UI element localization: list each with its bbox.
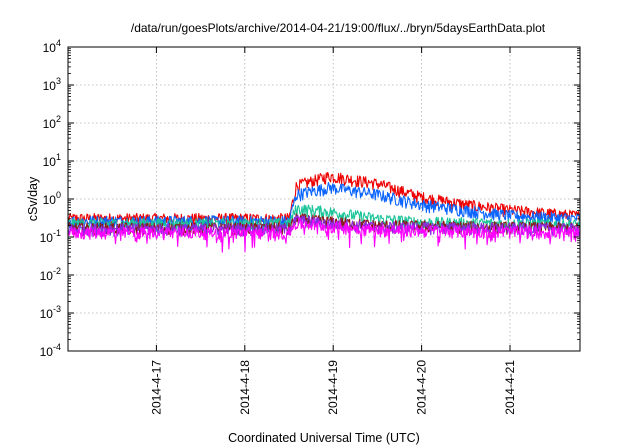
y-axis: 104 103 102 101 100 10-1 10-2 10-3 10-4 <box>40 38 580 359</box>
y-tick-label: 102 <box>43 114 61 131</box>
series-line-5 <box>67 214 581 237</box>
y-axis-label: cSv/day <box>26 176 40 221</box>
y-tick-label: 10-2 <box>40 266 61 283</box>
grid <box>68 46 580 352</box>
x-tick-label: 2014-4-21 <box>503 360 517 415</box>
y-tick-label: 103 <box>43 76 61 93</box>
x-tick-label: 2014-4-19 <box>326 360 340 415</box>
chart-title: /data/run/goesPlots/archive/2014-04-21/1… <box>131 21 546 35</box>
x-axis-label: Coordinated Universal Time (UTC) <box>228 431 420 445</box>
y-tick-label: 10-3 <box>40 304 61 321</box>
x-tick-label: 2014-4-20 <box>415 360 429 415</box>
y-tick-label: 10-4 <box>40 342 61 359</box>
x-axis: 2014-4-17 2014-4-18 2014-4-19 2014-4-20 2014… <box>149 47 517 415</box>
y-tick-label: 10-1 <box>40 228 61 245</box>
y-tick-label: 101 <box>43 152 61 169</box>
x-tick-label: 2014-4-17 <box>149 360 163 415</box>
series-line-6 <box>67 217 581 253</box>
series-line-2 <box>67 182 581 229</box>
y-tick-label: 104 <box>43 38 61 55</box>
x-tick-label: 2014-4-18 <box>238 360 252 415</box>
y-tick-label: 100 <box>43 190 61 207</box>
series-layer <box>67 171 581 253</box>
